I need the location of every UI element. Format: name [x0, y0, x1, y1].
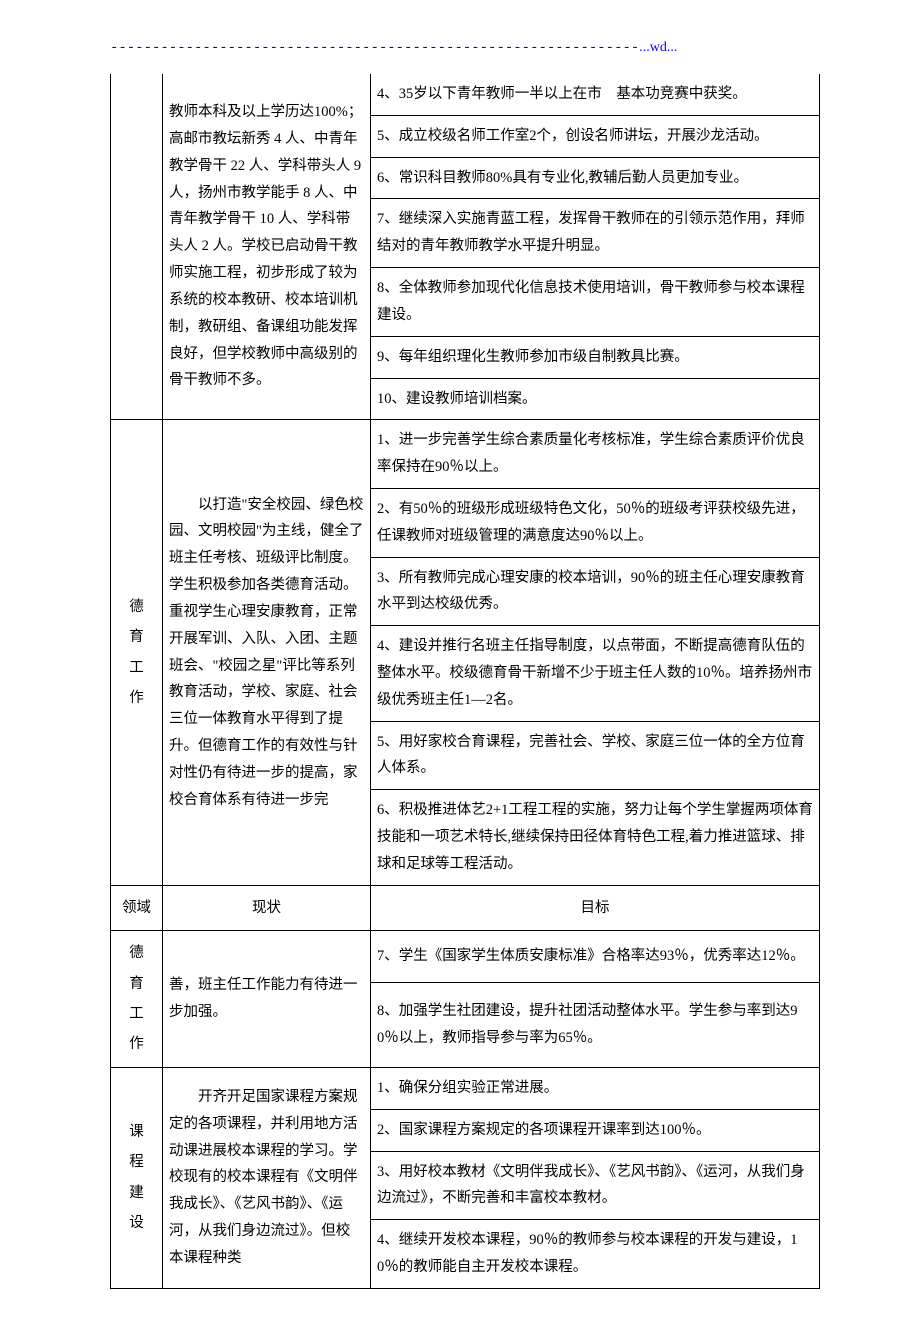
section1-item: 7、继续深入实施青蓝工程，发挥骨干教师在的引领示范作用，拜师结对的青年教师教学水… — [371, 199, 820, 268]
section2-label: 德育工作 — [111, 420, 163, 885]
section2-item: 5、用好家校合育课程，完善社会、学校、家庭三位一体的全方位育人体系。 — [371, 721, 820, 790]
header-label: ...wd... — [639, 40, 677, 55]
section4-label: 课程建设 — [111, 1067, 163, 1288]
section1-item: 9、每年组织理化生教师参加市级自制教具比赛。 — [371, 336, 820, 378]
section1-item: 10、建设教师培训档案。 — [371, 378, 820, 420]
section2-item: 4、建设并推行名班主任指导制度，以点带面，不断提高德育队伍的整体水平。校级德育骨… — [371, 626, 820, 721]
header-status: 现状 — [163, 885, 371, 930]
section1-status: 教师本科及以上学历达100%；高邮市教坛新秀 4 人、中青年教学骨干 22 人、… — [163, 74, 371, 420]
section2-item: 6、积极推进体艺2+1工程工程的实施，努力让每个学生掌握两项体育技能和一项艺术特… — [371, 790, 820, 885]
section1-item: 5、成立校级名师工作室2个，创设名师讲坛，开展沙龙活动。 — [371, 115, 820, 157]
section3-item: 8、加强学生社团建设，提升社团活动整体水平。学生参与率到达90％以上，教师指导参… — [371, 982, 820, 1067]
section2-status: 以打造"安全校园、绿色校园、文明校园"为主线，健全了班主任考核、班级评比制度。学… — [163, 420, 371, 885]
section3-item: 7、学生《国家学生体质安康标准》合格率达93％，优秀率达12％。 — [371, 931, 820, 983]
section4-item: 4、继续开发校本课程，90％的教师参与校本课程的开发与建设，10％的教师能自主开… — [371, 1220, 820, 1289]
section4-item: 3、用好校本教材《文明伴我成长》、《艺风书韵》、《运河，从我们身边流过》，不断完… — [371, 1151, 820, 1220]
section3-status: 善，班主任工作能力有待进一步加强。 — [163, 931, 371, 1068]
section2-item: 1、进一步完善学生综合素质量化考核标准，学生综合素质评价优良率保持在90％以上。 — [371, 420, 820, 489]
section1-item: 4、35岁以下青年教师一半以上在市 基本功竞赛中获奖。 — [371, 74, 820, 115]
content-table: 教师本科及以上学历达100%；高邮市教坛新秀 4 人、中青年教学骨干 22 人、… — [110, 74, 820, 1289]
header-dashes: ----------------------------------------… — [110, 40, 639, 56]
section1-item: 6、常识科目教师80%具有专业化,教辅后勤人员更加专业。 — [371, 157, 820, 199]
document-page: ----------------------------------------… — [0, 0, 920, 1319]
section4-item: 1、确保分组实验正常进展。 — [371, 1067, 820, 1109]
section4-item: 2、国家课程方案规定的各项课程开课率到达100％。 — [371, 1109, 820, 1151]
section2-item: 3、所有教师完成心理安康的校本培训，90％的班主任心理安康教育水平到达校级优秀。 — [371, 557, 820, 626]
page-header: ----------------------------------------… — [110, 40, 820, 56]
section1-item: 8、全体教师参加现代化信息技术使用培训，骨干教师参与校本课程建设。 — [371, 268, 820, 337]
section4-status: 开齐开足国家课程方案规定的各项课程，并利用地方活动课进展校本课程的学习。学校现有… — [163, 1067, 371, 1288]
section1-label-cell — [111, 74, 163, 420]
section3-label: 德育工作 — [111, 931, 163, 1068]
section2-item: 2、有50％的班级形成班级特色文化，50％的班级考评获校级先进，任课教师对班级管… — [371, 488, 820, 557]
header-goal: 目标 — [371, 885, 820, 930]
header-domain: 领域 — [111, 885, 163, 930]
